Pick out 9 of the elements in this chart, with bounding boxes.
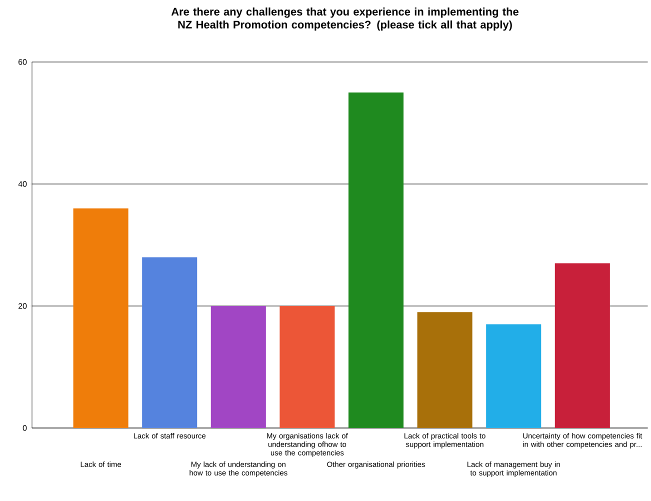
bar <box>73 208 128 428</box>
bar <box>348 92 404 428</box>
chart-title: Are there any challenges that you experience in implementing the NZ Health Promotion competencies? (please tick all that apply) <box>171 8 518 31</box>
bar <box>486 324 542 428</box>
bar <box>210 306 266 428</box>
bar <box>417 312 472 428</box>
bar <box>142 257 198 428</box>
bar <box>554 263 610 428</box>
bar <box>280 306 335 428</box>
